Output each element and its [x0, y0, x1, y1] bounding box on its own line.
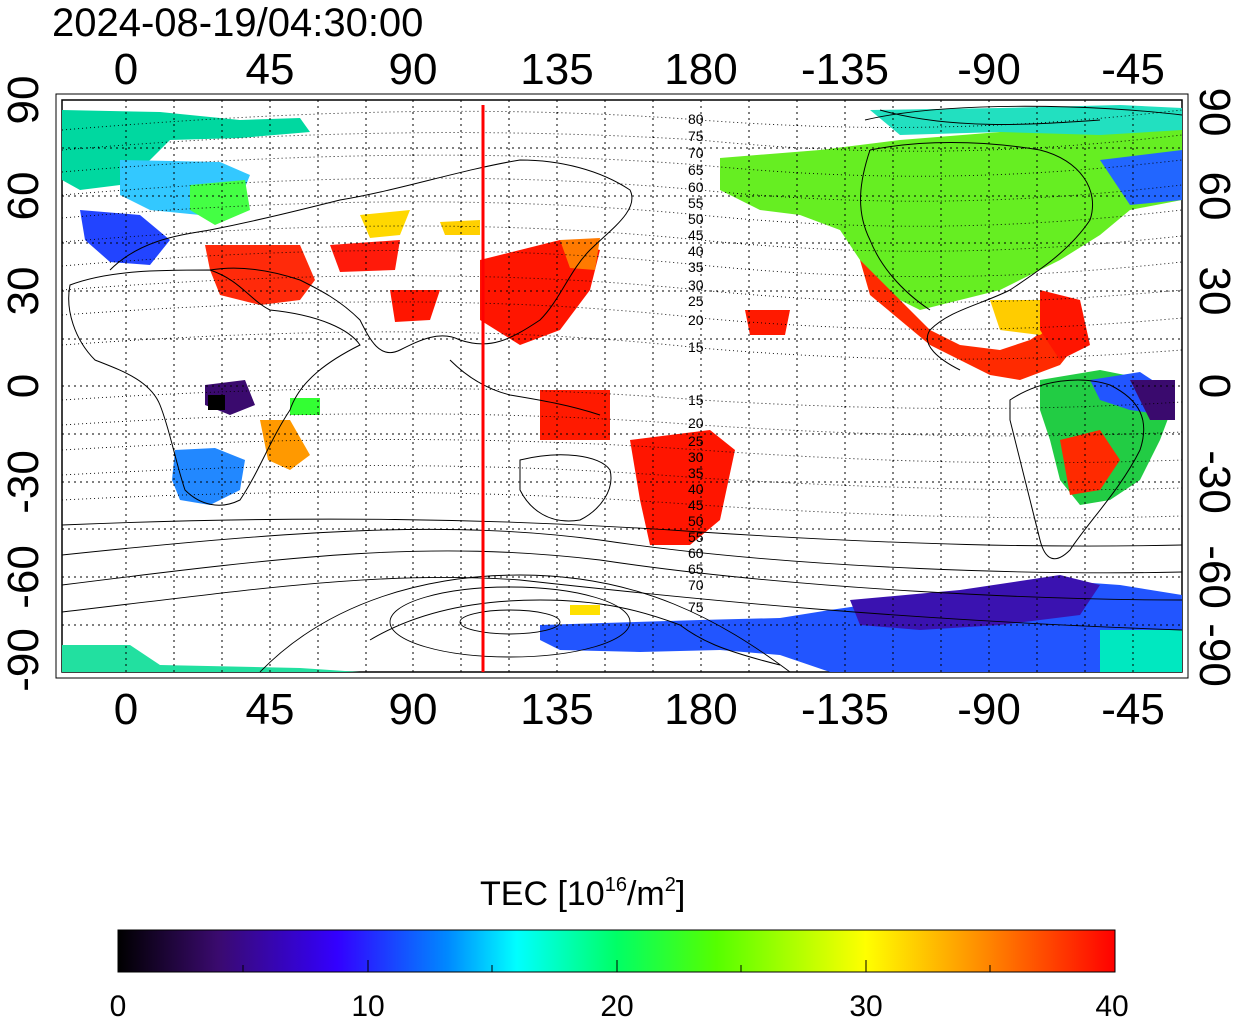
right-lat-tick: -30	[1190, 450, 1235, 514]
lat-lon-grid	[62, 100, 1182, 672]
tec-region-north-atlantic	[62, 110, 310, 265]
right-lat-tick: 30	[1190, 267, 1235, 316]
mlat-label: 65	[688, 162, 704, 178]
left-lat-tick: 30	[0, 267, 48, 316]
top-lon-tick: -45	[1101, 45, 1165, 94]
bottom-lon-tick: -45	[1101, 685, 1165, 734]
mlat-label: 70	[688, 145, 704, 161]
left-latitude-axis: 90 60 30 0 -30 -60 -90	[0, 76, 48, 692]
mlat-label: 65	[688, 561, 704, 577]
right-lat-tick: -60	[1190, 545, 1235, 609]
mlat-label: 35	[688, 259, 704, 275]
mlat-label: 60	[688, 179, 704, 195]
top-lon-tick: 0	[114, 45, 138, 94]
tec-region-asia-red	[205, 210, 610, 440]
mlat-label: 30	[688, 277, 704, 293]
bottom-longitude-axis: 0 45 90 135 180 -135 -90 -45	[114, 685, 1165, 734]
top-lon-tick: 180	[664, 45, 737, 94]
mlat-label: 25	[688, 433, 704, 449]
right-lat-tick: -90	[1190, 623, 1235, 687]
colorbar-tick-label: 20	[600, 990, 633, 1021]
top-lon-tick: 135	[520, 45, 593, 94]
mlat-label: 80	[688, 111, 704, 127]
bottom-lon-tick: -90	[957, 685, 1021, 734]
mlat-label: 55	[688, 529, 704, 545]
top-longitude-axis: 0 45 90 135 180 -135 -90 -45	[114, 45, 1165, 94]
top-lon-tick: 90	[389, 45, 438, 94]
mlat-label: 20	[688, 415, 704, 431]
tec-region-pacific-red	[630, 310, 790, 545]
coastlines	[68, 109, 1145, 666]
colorbar-tick-labels: 0 10 20 30 40	[110, 990, 1129, 1021]
mlat-label: 50	[688, 513, 704, 529]
mlat-label: 45	[688, 497, 704, 513]
right-latitude-axis: 90 60 30 0 -30 -60 -90	[1190, 88, 1235, 687]
magnetic-latitude-contours	[62, 105, 1182, 672]
magnetic-lat-labels-south: 15 20 25 30 35 40 45 50 55 60 65 70 75	[688, 392, 704, 615]
colorbar-title: TEC [1016/m2]	[480, 874, 685, 913]
mlat-label: 25	[688, 293, 704, 309]
map-title: 2024-08-19/04:30:00	[52, 1, 423, 45]
mlat-label: 40	[688, 481, 704, 497]
bottom-lon-tick: 90	[389, 685, 438, 734]
mlat-label: 30	[688, 449, 704, 465]
colorbar-tick-label: 40	[1095, 990, 1128, 1021]
tec-region-north-america	[720, 105, 1182, 380]
left-lat-tick: -30	[0, 450, 48, 514]
mlat-label: 45	[688, 227, 704, 243]
left-lat-tick: 90	[0, 76, 48, 125]
mlat-label: 75	[688, 128, 704, 144]
right-lat-tick: 0	[1190, 374, 1235, 398]
bottom-lon-tick: -135	[801, 685, 889, 734]
left-lat-tick: -60	[0, 545, 48, 609]
mlat-label: 40	[688, 243, 704, 259]
mlat-label: 75	[688, 599, 704, 615]
right-lat-tick: 60	[1190, 172, 1235, 221]
mlat-label: 50	[688, 211, 704, 227]
mlat-label: 60	[688, 545, 704, 561]
mlat-label: 35	[688, 465, 704, 481]
colorbar-tick-label: 10	[351, 990, 384, 1021]
top-lon-tick: 45	[246, 45, 295, 94]
colorbar-ticks	[242, 960, 991, 972]
bottom-lon-tick: 135	[520, 685, 593, 734]
bottom-lon-tick: 180	[664, 685, 737, 734]
left-lat-tick: 0	[0, 374, 48, 398]
colorbar-tick-label: 0	[110, 990, 127, 1021]
magnetic-lat-labels-north: 80 75 70 65 60 55 50 45 40 35 30 25 20 1…	[688, 111, 704, 355]
mlat-label: 15	[688, 339, 704, 355]
mlat-label: 15	[688, 392, 704, 408]
right-lat-tick: 90	[1190, 88, 1235, 137]
mlat-label: 20	[688, 312, 704, 328]
tec-region-africa	[172, 380, 320, 505]
bottom-lon-tick: 0	[114, 685, 138, 734]
mlat-label: 70	[688, 577, 704, 593]
mlat-label: 55	[688, 195, 704, 211]
top-lon-tick: -135	[801, 45, 889, 94]
left-lat-tick: -90	[0, 628, 48, 692]
colorbar-tick-label: 30	[849, 990, 882, 1021]
bottom-lon-tick: 45	[246, 685, 295, 734]
top-lon-tick: -90	[957, 45, 1021, 94]
left-lat-tick: 60	[0, 172, 48, 221]
